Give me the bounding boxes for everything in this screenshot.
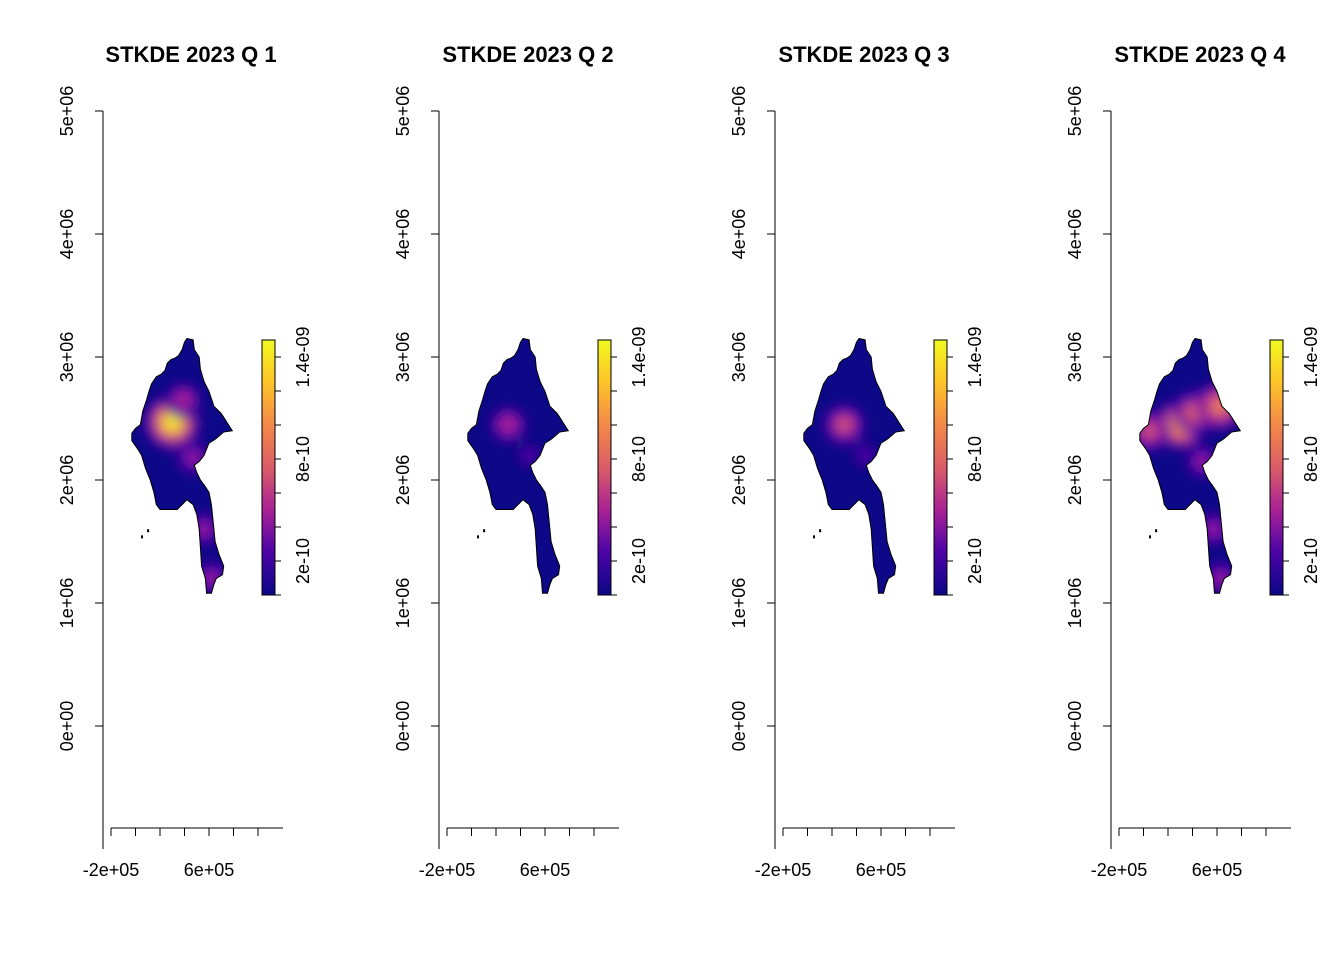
density-hotspot — [1143, 424, 1156, 437]
y-tick-label: 1e+06 — [1065, 578, 1085, 629]
colorbar-tick-label: 8e-10 — [965, 436, 985, 482]
density-hotspot — [177, 394, 190, 407]
density-map — [803, 338, 905, 594]
y-tick-label: 0e+00 — [57, 701, 77, 752]
panel-title: STKDE 2023 Q 1 — [105, 42, 276, 67]
density-hotspot — [198, 523, 211, 536]
y-tick-label: 0e+00 — [393, 701, 413, 752]
colorbar-tick-label: 1.4e-09 — [965, 326, 985, 387]
island — [147, 529, 150, 533]
y-tick-label: 5e+06 — [57, 86, 77, 137]
colorbar-tick-label: 1.4e-09 — [293, 326, 313, 387]
y-tick-label: 1e+06 — [729, 578, 749, 629]
density-map — [131, 338, 233, 594]
x-tick-label: -2e+05 — [419, 860, 476, 880]
panel-title: STKDE 2023 Q 3 — [778, 42, 949, 67]
density-map — [467, 338, 569, 594]
island — [477, 535, 480, 539]
stkde-panel-3: STKDE 2023 Q 3 0e+00 1e+06 2e+06 3e+06 4e+06 5… — [729, 42, 985, 880]
density-hotspot — [502, 418, 515, 431]
panel-title: STKDE 2023 Q 2 — [442, 42, 613, 67]
colorbar-tick-label: 2e-10 — [965, 538, 985, 584]
y-tick-label: 0e+00 — [1065, 701, 1085, 752]
x-tick-label: 6e+05 — [1192, 860, 1243, 880]
island — [1149, 535, 1152, 539]
y-tick-label: 5e+06 — [729, 86, 749, 137]
y-tick-label: 4e+06 — [57, 209, 77, 260]
density-hotspot — [838, 418, 851, 431]
density-map — [1139, 338, 1241, 594]
country-outline — [803, 337, 906, 594]
y-tick-label: 2e+06 — [729, 455, 749, 506]
country-outline — [1139, 337, 1242, 594]
colorbar — [1269, 339, 1284, 596]
y-tick-label: 4e+06 — [1065, 209, 1085, 260]
colorbar-tick-label: 8e-10 — [629, 436, 649, 482]
y-tick-label: 0e+00 — [729, 701, 749, 752]
density-hotspot — [1213, 400, 1226, 413]
x-tick-label: -2e+05 — [83, 860, 140, 880]
y-tick-label: 1e+06 — [393, 578, 413, 629]
y-tick-label: 2e+06 — [57, 455, 77, 506]
panel-title: STKDE 2023 Q 4 — [1114, 42, 1286, 67]
colorbar-tick-label: 8e-10 — [1301, 436, 1321, 482]
colorbar-tick-label: 1.4e-09 — [1301, 326, 1321, 387]
y-tick-label: 5e+06 — [1065, 86, 1085, 137]
stkde-panel-4: STKDE 2023 Q 4 0e+00 1e+06 2e+06 3e+06 4e+06 5… — [1065, 42, 1321, 880]
y-tick-label: 3e+06 — [1065, 332, 1085, 383]
y-tick-label: 3e+06 — [393, 332, 413, 383]
colorbar — [933, 339, 948, 596]
island — [1155, 529, 1158, 533]
colorbar — [261, 339, 276, 596]
density-hotspot — [1207, 523, 1220, 536]
colorbar-tick-label: 2e-10 — [293, 538, 313, 584]
y-tick-label: 1e+06 — [57, 578, 77, 629]
island — [141, 535, 144, 539]
colorbar-tick-label: 2e-10 — [629, 538, 649, 584]
colorbar-tick-label: 8e-10 — [293, 436, 313, 482]
y-tick-label: 3e+06 — [729, 332, 749, 383]
country-outline — [467, 337, 570, 594]
stkde-panel-1: STKDE 2023 Q 1 0e+00 1e+06 2e+06 3e+06 4e+06 5… — [57, 42, 313, 880]
y-tick-label: 5e+06 — [393, 86, 413, 137]
x-tick-label: 6e+05 — [184, 860, 235, 880]
density-hotspot — [859, 449, 872, 462]
island — [819, 529, 822, 533]
x-tick-label: -2e+05 — [755, 860, 812, 880]
island — [813, 535, 816, 539]
y-tick-label: 2e+06 — [1065, 455, 1085, 506]
y-tick-label: 2e+06 — [393, 455, 413, 506]
country-outline — [131, 337, 234, 594]
y-tick-label: 3e+06 — [57, 332, 77, 383]
density-hotspot — [205, 572, 218, 585]
y-tick-label: 4e+06 — [393, 209, 413, 260]
stkde-panel-2: STKDE 2023 Q 2 0e+00 1e+06 2e+06 3e+06 4e+06 5… — [393, 42, 649, 880]
density-hotspot — [187, 451, 200, 464]
island — [483, 529, 486, 533]
colorbar-tick-label: 1.4e-09 — [629, 326, 649, 387]
x-tick-label: 6e+05 — [856, 860, 907, 880]
colorbar-tick-label: 2e-10 — [1301, 538, 1321, 584]
density-hotspot — [523, 449, 536, 462]
x-tick-label: 6e+05 — [520, 860, 571, 880]
colorbar — [597, 339, 612, 596]
density-hotspot — [166, 416, 179, 429]
y-tick-label: 4e+06 — [729, 209, 749, 260]
x-tick-label: -2e+05 — [1091, 860, 1148, 880]
